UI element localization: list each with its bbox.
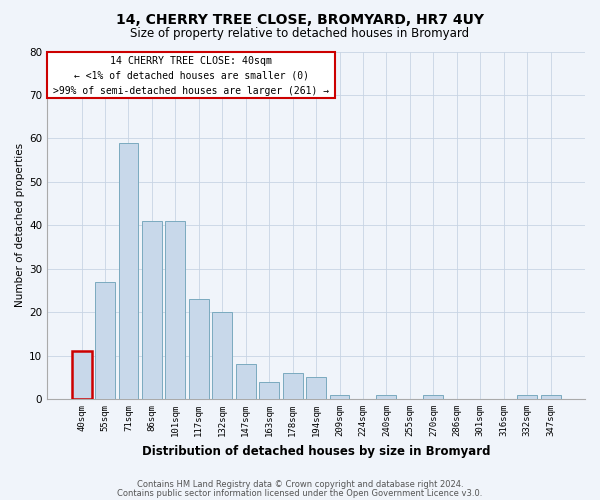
Bar [166,221,185,399]
Text: Contains public sector information licensed under the Open Government Licence v3: Contains public sector information licen… [118,488,482,498]
Bar [236,364,256,399]
Text: ← <1% of detached houses are smaller (0): ← <1% of detached houses are smaller (0) [74,71,308,81]
Bar [189,299,209,399]
Y-axis label: Number of detached properties: Number of detached properties [15,143,25,308]
Bar [95,282,115,399]
Bar [376,394,397,399]
Bar [517,394,537,399]
X-axis label: Distribution of detached houses by size in Bromyard: Distribution of detached houses by size … [142,444,490,458]
Bar [71,352,92,399]
Text: 14 CHERRY TREE CLOSE: 40sqm: 14 CHERRY TREE CLOSE: 40sqm [110,56,272,66]
Bar [119,142,139,399]
Text: Contains HM Land Registry data © Crown copyright and database right 2024.: Contains HM Land Registry data © Crown c… [137,480,463,489]
Text: 14, CHERRY TREE CLOSE, BROMYARD, HR7 4UY: 14, CHERRY TREE CLOSE, BROMYARD, HR7 4UY [116,12,484,26]
Bar [259,382,279,399]
Text: >99% of semi-detached houses are larger (261) →: >99% of semi-detached houses are larger … [53,86,329,96]
Bar [329,394,349,399]
Bar [306,378,326,399]
Bar [283,373,302,399]
Bar [541,394,560,399]
Bar [424,394,443,399]
Bar [142,221,162,399]
Bar [212,312,232,399]
FancyBboxPatch shape [47,52,335,98]
Text: Size of property relative to detached houses in Bromyard: Size of property relative to detached ho… [130,28,470,40]
